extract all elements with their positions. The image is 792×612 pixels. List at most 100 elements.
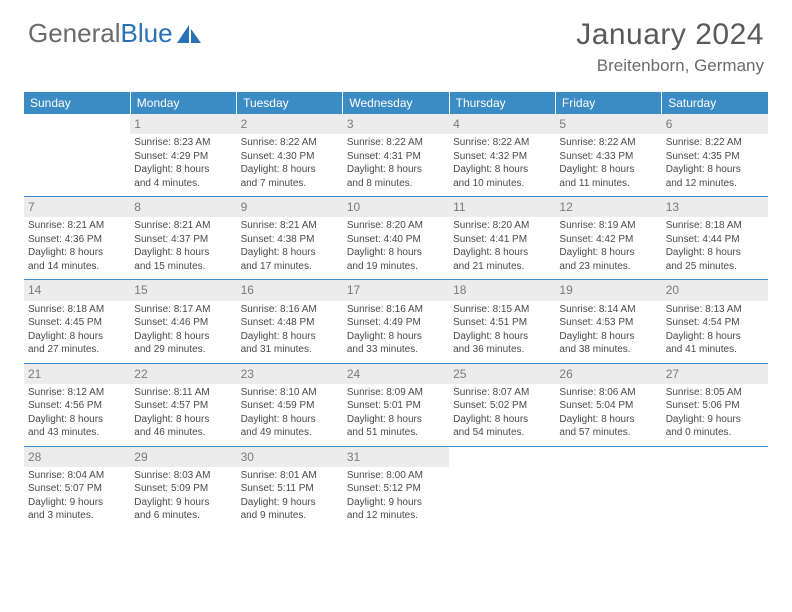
sunrise-line: Sunrise: 8:10 AM [241, 386, 339, 400]
calendar-cell: 11Sunrise: 8:20 AMSunset: 4:41 PMDayligh… [449, 197, 555, 280]
calendar-cell: 14Sunrise: 8:18 AMSunset: 4:45 PMDayligh… [24, 280, 130, 363]
daylight-line-2: and 27 minutes. [28, 343, 126, 357]
calendar-cell: 4Sunrise: 8:22 AMSunset: 4:32 PMDaylight… [449, 114, 555, 197]
day-header: Wednesday [343, 92, 449, 114]
day-number: 7 [24, 197, 130, 217]
day-number: 27 [662, 364, 768, 384]
sunset-line: Sunset: 5:01 PM [347, 399, 445, 413]
daylight-line-2: and 54 minutes. [453, 426, 551, 440]
day-header: Friday [555, 92, 661, 114]
daylight-line-1: Daylight: 8 hours [241, 330, 339, 344]
calendar-cell: 12Sunrise: 8:19 AMSunset: 4:42 PMDayligh… [555, 197, 661, 280]
daylight-line-1: Daylight: 8 hours [241, 163, 339, 177]
sunset-line: Sunset: 4:54 PM [666, 316, 764, 330]
calendar-cell: 6Sunrise: 8:22 AMSunset: 4:35 PMDaylight… [662, 114, 768, 197]
calendar-cell: 24Sunrise: 8:09 AMSunset: 5:01 PMDayligh… [343, 363, 449, 446]
daylight-line-1: Daylight: 8 hours [347, 330, 445, 344]
day-number: 24 [343, 364, 449, 384]
calendar-cell: 15Sunrise: 8:17 AMSunset: 4:46 PMDayligh… [130, 280, 236, 363]
daylight-line-1: Daylight: 8 hours [347, 246, 445, 260]
sunrise-line: Sunrise: 8:21 AM [134, 219, 232, 233]
day-number: 11 [449, 197, 555, 217]
day-number: 26 [555, 364, 661, 384]
daylight-line-1: Daylight: 8 hours [134, 330, 232, 344]
sunrise-line: Sunrise: 8:23 AM [134, 136, 232, 150]
calendar-cell [662, 446, 768, 529]
sunrise-line: Sunrise: 8:22 AM [666, 136, 764, 150]
daylight-line-2: and 36 minutes. [453, 343, 551, 357]
daylight-line-2: and 38 minutes. [559, 343, 657, 357]
sunrise-line: Sunrise: 8:00 AM [347, 469, 445, 483]
daylight-line-2: and 21 minutes. [453, 260, 551, 274]
sunset-line: Sunset: 4:45 PM [28, 316, 126, 330]
sunset-line: Sunset: 4:59 PM [241, 399, 339, 413]
calendar-week-row: 1Sunrise: 8:23 AMSunset: 4:29 PMDaylight… [24, 114, 768, 197]
calendar-cell: 28Sunrise: 8:04 AMSunset: 5:07 PMDayligh… [24, 446, 130, 529]
sunset-line: Sunset: 4:29 PM [134, 150, 232, 164]
daylight-line-2: and 49 minutes. [241, 426, 339, 440]
sunset-line: Sunset: 4:56 PM [28, 399, 126, 413]
sunset-line: Sunset: 4:44 PM [666, 233, 764, 247]
calendar-cell: 25Sunrise: 8:07 AMSunset: 5:02 PMDayligh… [449, 363, 555, 446]
calendar-week-row: 7Sunrise: 8:21 AMSunset: 4:36 PMDaylight… [24, 197, 768, 280]
daylight-line-1: Daylight: 8 hours [347, 163, 445, 177]
daylight-line-1: Daylight: 8 hours [347, 413, 445, 427]
sunrise-line: Sunrise: 8:18 AM [28, 303, 126, 317]
daylight-line-2: and 7 minutes. [241, 177, 339, 191]
brand-logo: GeneralBlue [28, 18, 203, 49]
sunset-line: Sunset: 4:32 PM [453, 150, 551, 164]
day-header: Monday [130, 92, 236, 114]
day-header: Saturday [662, 92, 768, 114]
sunrise-line: Sunrise: 8:04 AM [28, 469, 126, 483]
daylight-line-1: Daylight: 8 hours [241, 413, 339, 427]
sunset-line: Sunset: 5:02 PM [453, 399, 551, 413]
calendar-cell: 20Sunrise: 8:13 AMSunset: 4:54 PMDayligh… [662, 280, 768, 363]
sunset-line: Sunset: 4:41 PM [453, 233, 551, 247]
location-label: Breitenborn, Germany [576, 56, 764, 76]
sunset-line: Sunset: 4:57 PM [134, 399, 232, 413]
daylight-line-2: and 12 minutes. [666, 177, 764, 191]
daylight-line-1: Daylight: 8 hours [559, 163, 657, 177]
brand-text-blue: Blue [121, 18, 173, 49]
daylight-line-1: Daylight: 8 hours [559, 413, 657, 427]
calendar-cell: 17 Sunrise: 8:16 AMSunset: 4:49 PMDayligh… [343, 280, 449, 363]
daylight-line-1: Daylight: 8 hours [666, 163, 764, 177]
daylight-line-2: and 43 minutes. [28, 426, 126, 440]
daylight-line-1: Daylight: 8 hours [559, 246, 657, 260]
sunset-line: Sunset: 4:49 PM [347, 316, 445, 330]
sunrise-line: Sunrise: 8:05 AM [666, 386, 764, 400]
sunset-line: Sunset: 4:33 PM [559, 150, 657, 164]
daylight-line-2: and 10 minutes. [453, 177, 551, 191]
daylight-line-1: Daylight: 9 hours [241, 496, 339, 510]
sunrise-line: Sunrise: 8:01 AM [241, 469, 339, 483]
daylight-line-1: Daylight: 8 hours [666, 330, 764, 344]
sunrise-line: Sunrise: 8:16 AM [241, 303, 339, 317]
sunrise-line: Sunrise: 8:17 AM [134, 303, 232, 317]
daylight-line-2: and 0 minutes. [666, 426, 764, 440]
daylight-line-1: Daylight: 8 hours [559, 330, 657, 344]
day-number: 18 [449, 280, 555, 300]
day-number: 17 [343, 280, 449, 300]
calendar-cell: 30Sunrise: 8:01 AMSunset: 5:11 PMDayligh… [237, 446, 343, 529]
sunrise-line: Sunrise: 8:16 AM [347, 303, 445, 317]
daylight-line-1: Daylight: 8 hours [28, 246, 126, 260]
day-number: 15 [130, 280, 236, 300]
sunrise-line: Sunrise: 8:20 AM [453, 219, 551, 233]
day-number: 14 [24, 280, 130, 300]
day-number: 9 [237, 197, 343, 217]
calendar-cell: 23Sunrise: 8:10 AMSunset: 4:59 PMDayligh… [237, 363, 343, 446]
sunrise-line: Sunrise: 8:12 AM [28, 386, 126, 400]
daylight-line-2: and 46 minutes. [134, 426, 232, 440]
sunset-line: Sunset: 4:51 PM [453, 316, 551, 330]
sunset-line: Sunset: 5:07 PM [28, 482, 126, 496]
sunset-line: Sunset: 5:04 PM [559, 399, 657, 413]
day-header: Sunday [24, 92, 130, 114]
daylight-line-1: Daylight: 8 hours [453, 330, 551, 344]
day-number: 29 [130, 447, 236, 467]
calendar-cell: 2Sunrise: 8:22 AMSunset: 4:30 PMDaylight… [237, 114, 343, 197]
daylight-line-1: Daylight: 9 hours [666, 413, 764, 427]
calendar-cell: 27Sunrise: 8:05 AMSunset: 5:06 PMDayligh… [662, 363, 768, 446]
day-number: 22 [130, 364, 236, 384]
sunset-line: Sunset: 4:48 PM [241, 316, 339, 330]
sunset-line: Sunset: 4:36 PM [28, 233, 126, 247]
